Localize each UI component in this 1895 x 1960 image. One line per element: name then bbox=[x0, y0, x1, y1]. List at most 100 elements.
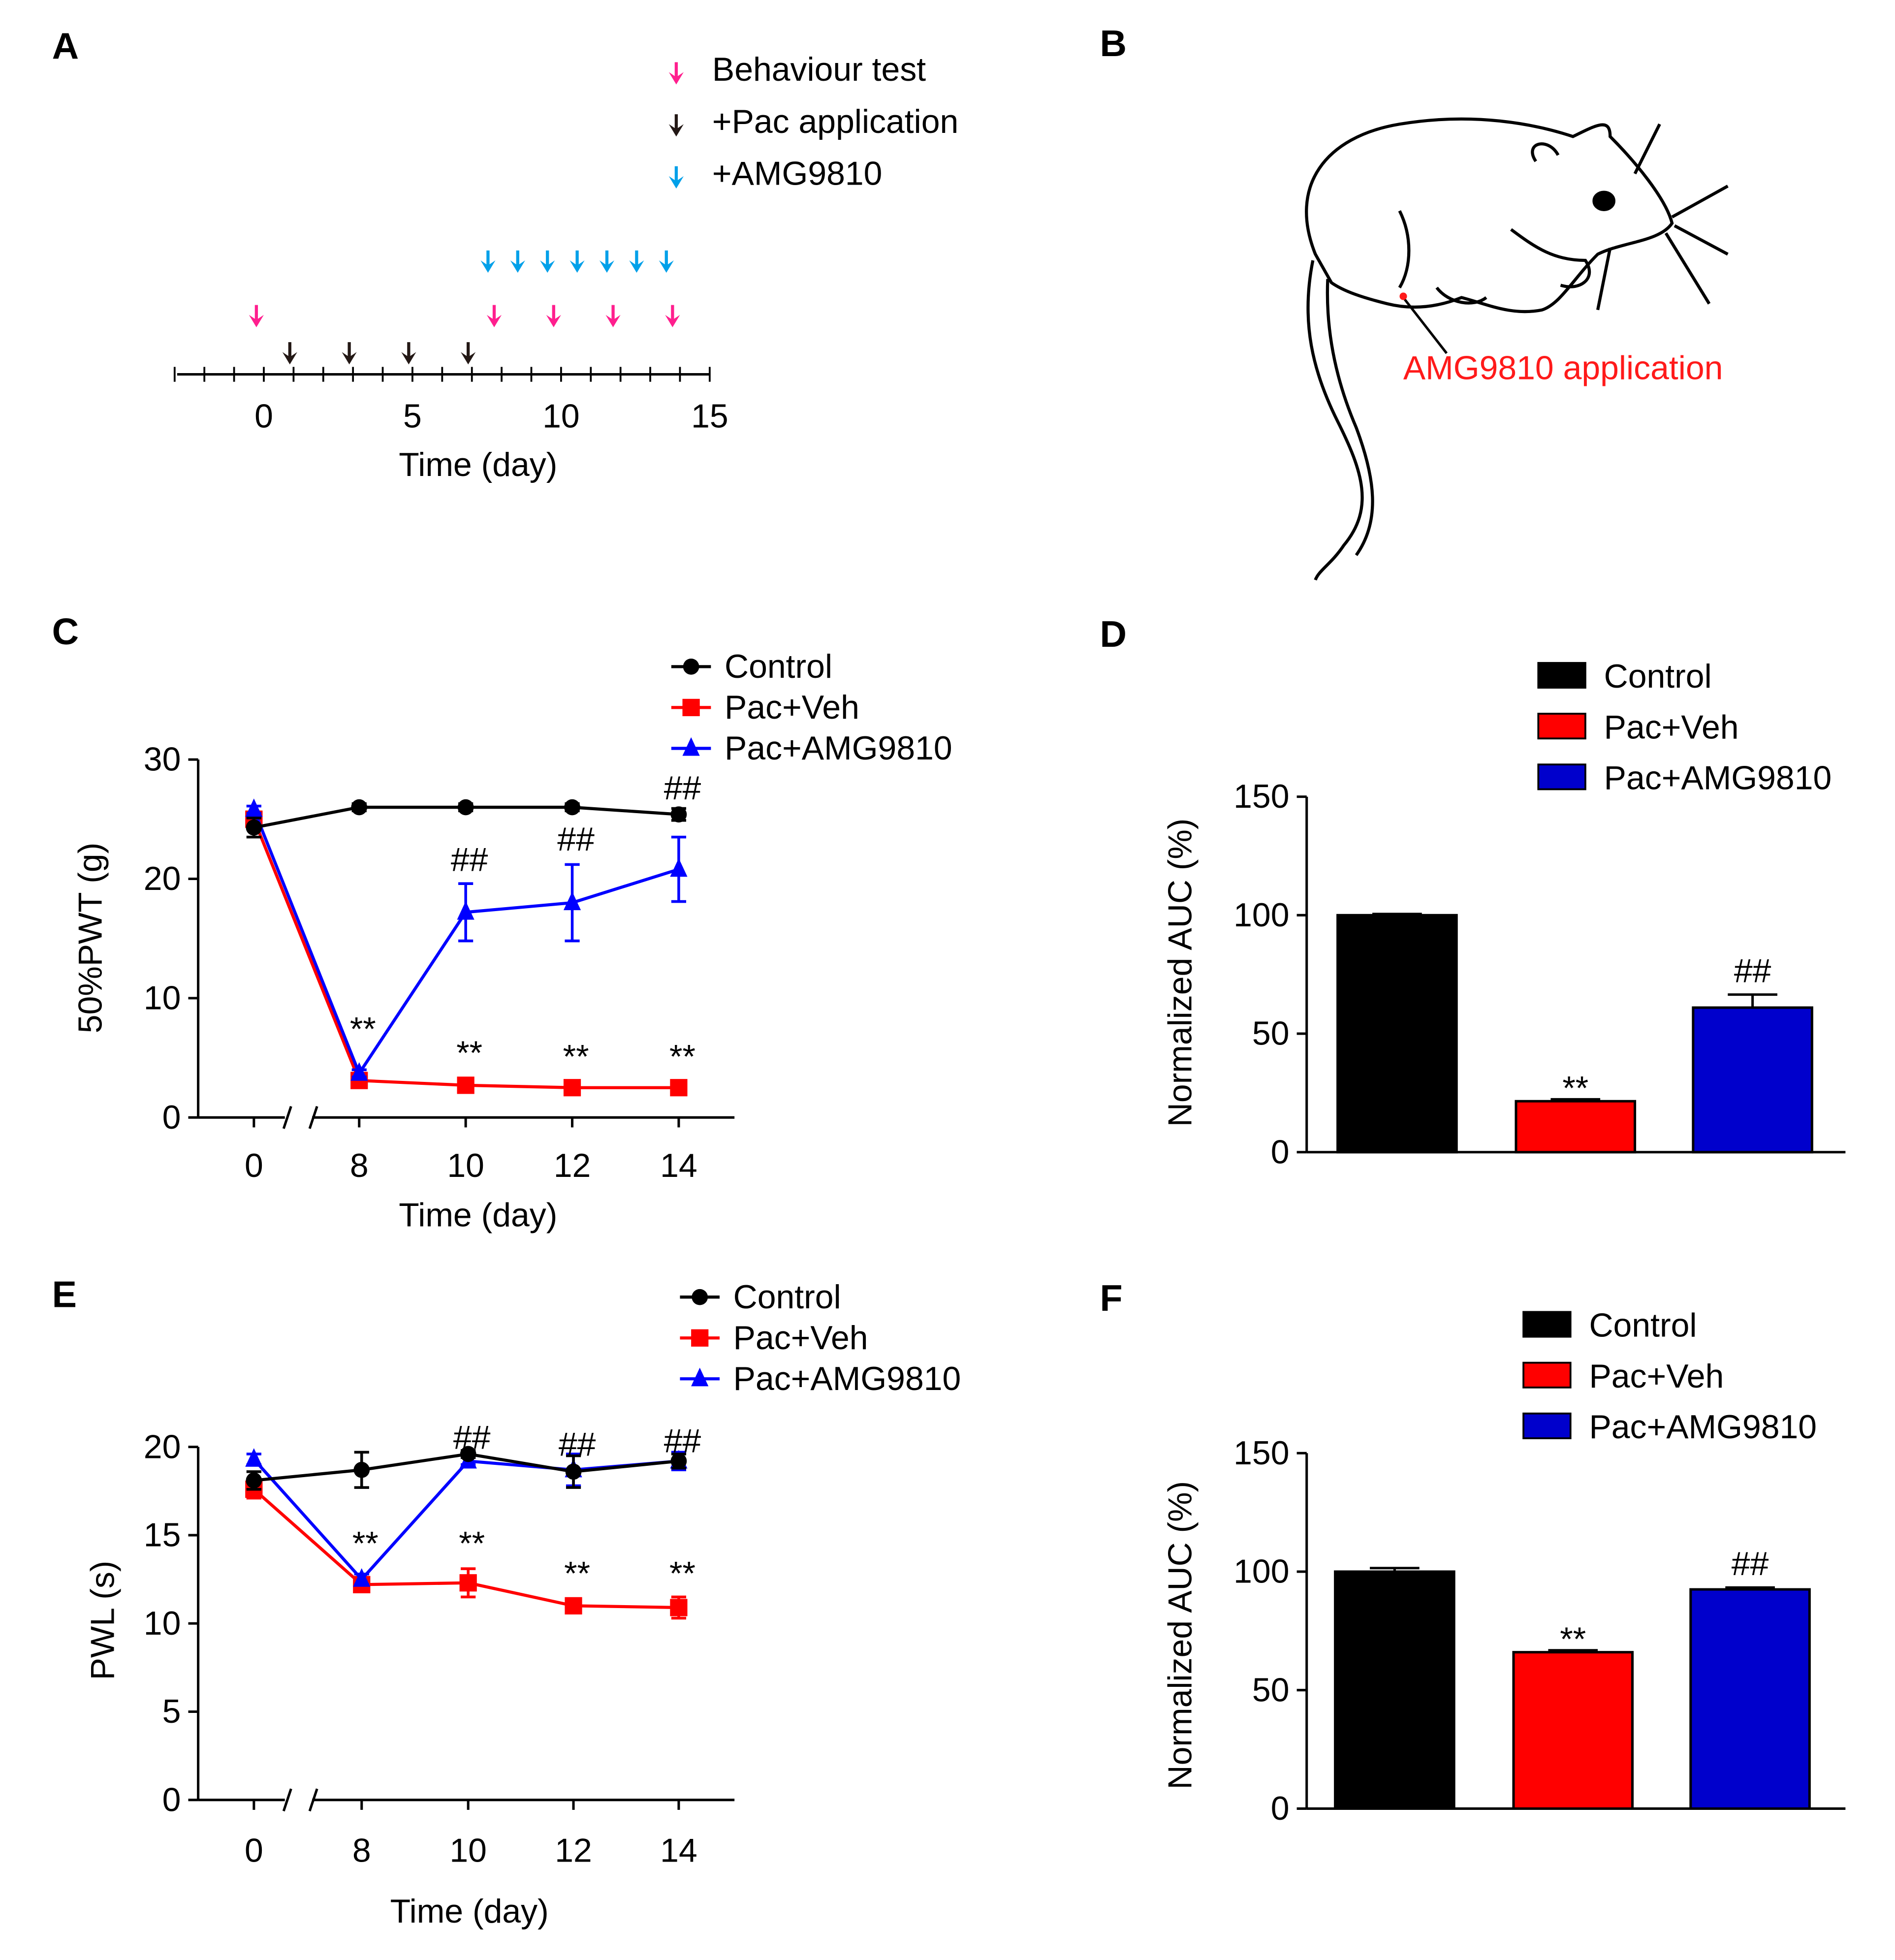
amg9810-application-label: AMG9810 application bbox=[1403, 349, 1723, 387]
series-pac-amg9810 bbox=[245, 1448, 688, 1587]
pac-application-arrow-icon bbox=[342, 342, 357, 365]
behaviour-test-arrow-icon bbox=[249, 305, 264, 327]
arrow-head bbox=[668, 72, 684, 85]
amg9810-arrow-icon bbox=[540, 250, 555, 273]
significance-annotation: ** bbox=[1560, 1620, 1586, 1658]
legend-swatch-icon bbox=[1522, 1361, 1572, 1389]
y-tick-label: 0 bbox=[162, 1099, 181, 1136]
behaviour-test-arrow-icon bbox=[665, 305, 680, 327]
data-point bbox=[457, 901, 474, 920]
series-control bbox=[246, 799, 687, 839]
legend-label: +Pac application bbox=[712, 103, 958, 140]
arrow-head bbox=[605, 315, 621, 327]
x-tick-label: 12 bbox=[554, 1147, 591, 1184]
legend-swatch-icon bbox=[1522, 1412, 1572, 1439]
legend-swatch-icon bbox=[1537, 763, 1586, 790]
legend-label: Pac+Veh bbox=[733, 1319, 868, 1357]
significance-annotation: ## bbox=[664, 1422, 701, 1459]
timeline-tick-label: 5 bbox=[403, 398, 422, 435]
pac-application-arrow-icon bbox=[282, 342, 297, 365]
legend-marker-icon bbox=[683, 659, 699, 675]
legend-label: Pac+Veh bbox=[725, 689, 859, 726]
arrow-head bbox=[480, 260, 496, 273]
data-point bbox=[460, 1446, 476, 1462]
legend-label: Pac+Veh bbox=[1604, 708, 1739, 746]
x-tick-label: 0 bbox=[245, 1147, 263, 1184]
arrow-head bbox=[629, 260, 644, 273]
significance-annotation: ** bbox=[564, 1554, 590, 1592]
error-bar bbox=[1728, 993, 1777, 1008]
legend-arrow-icon bbox=[668, 166, 684, 189]
legend-swatch-icon bbox=[1537, 662, 1586, 689]
arrow-head bbox=[461, 352, 476, 365]
significance-annotation: ** bbox=[563, 1038, 589, 1075]
y-tick-label: 20 bbox=[144, 1428, 181, 1465]
legend-arrow-icon bbox=[668, 114, 684, 137]
y-tick-label: 20 bbox=[144, 860, 181, 897]
x-tick-label: 10 bbox=[449, 1832, 487, 1869]
significance-annotation: ## bbox=[451, 841, 488, 878]
significance-annotation: ## bbox=[1734, 952, 1771, 989]
arrow-head bbox=[668, 176, 684, 189]
arrow-head bbox=[401, 352, 416, 365]
legend-swatch-icon bbox=[1522, 1311, 1572, 1338]
data-point bbox=[245, 798, 263, 818]
amg9810-arrow-icon bbox=[480, 250, 496, 273]
data-point bbox=[563, 891, 581, 911]
bar-pac-amg9810 bbox=[1689, 1588, 1811, 1810]
data-point bbox=[565, 1463, 582, 1480]
axis-break bbox=[308, 1106, 318, 1129]
y-tick-label: 10 bbox=[144, 1605, 181, 1642]
series-pac-amg9810 bbox=[245, 798, 688, 1081]
bar-control bbox=[1336, 914, 1458, 1154]
y-tick-label: 30 bbox=[144, 741, 181, 778]
y-axis-label: 50%PWT (g) bbox=[71, 843, 109, 1034]
series-control bbox=[246, 1446, 687, 1491]
significance-annotation: ## bbox=[453, 1419, 491, 1456]
significance-annotation: ## bbox=[557, 821, 595, 858]
arrow-head bbox=[668, 124, 684, 137]
legend-label: Pac+AMG9810 bbox=[725, 729, 952, 767]
y-tick-label: 10 bbox=[144, 980, 181, 1017]
arrow-head bbox=[249, 315, 264, 327]
data-point bbox=[350, 1062, 368, 1081]
data-point bbox=[459, 1574, 477, 1592]
amg9810-arrow-icon bbox=[659, 250, 674, 273]
y-tick-label: 100 bbox=[1233, 896, 1289, 934]
significance-annotation: ** bbox=[669, 1554, 695, 1592]
significance-annotation: ** bbox=[669, 1038, 695, 1075]
pac-application-arrow-icon bbox=[401, 342, 416, 365]
arrow-head bbox=[599, 260, 615, 273]
data-point bbox=[670, 806, 687, 822]
significance-annotation: ## bbox=[559, 1426, 596, 1463]
chart-d-auc: 0 50 100 150 Normalized AUC (%) ** ## Control Pa… bbox=[1162, 658, 1846, 1170]
x-tick-label: 0 bbox=[245, 1832, 263, 1869]
timeline-xlabel: Time (day) bbox=[399, 446, 557, 483]
application-site-dot bbox=[1399, 292, 1407, 300]
bar-pac-veh bbox=[1515, 1100, 1637, 1154]
legend-label: Pac+AMG9810 bbox=[1589, 1408, 1817, 1446]
chart-e-pwl: 0 5 10 15 20 0 8 10 12 14 Time (day) PWL (s) ** ** ** *… bbox=[84, 1278, 961, 1930]
legend-marker-icon bbox=[692, 1289, 708, 1305]
arrow-head bbox=[546, 315, 561, 327]
mouse-illustration: AMG9810 application bbox=[1305, 117, 1729, 581]
chart-f-auc: 0 50 100 150 Normalized AUC (%) ** ## Control Pa… bbox=[1162, 1307, 1846, 1827]
y-tick-label: 150 bbox=[1233, 778, 1289, 815]
data-point bbox=[353, 1568, 371, 1587]
legend-label: Pac+AMG9810 bbox=[733, 1360, 961, 1397]
data-point bbox=[670, 858, 688, 877]
significance-annotation: ## bbox=[1732, 1545, 1769, 1582]
behaviour-test-arrow-icon bbox=[546, 305, 561, 327]
legend-arrow-icon bbox=[668, 62, 684, 85]
y-axis-label: Normalized AUC (%) bbox=[1162, 819, 1199, 1127]
panel-label-a: A bbox=[52, 25, 79, 66]
y-axis-label: Normalized AUC (%) bbox=[1162, 1481, 1199, 1790]
timeline-tick-label: 15 bbox=[691, 398, 728, 435]
legend-label: +AMG9810 bbox=[712, 155, 883, 192]
bar-pac-amg9810 bbox=[1692, 1006, 1813, 1154]
arrow-head bbox=[342, 352, 357, 365]
y-tick-label: 50 bbox=[1252, 1671, 1290, 1708]
legend-label: Control bbox=[725, 648, 832, 685]
legend-label: Behaviour test bbox=[712, 51, 926, 88]
legend-marker-icon bbox=[691, 1329, 709, 1347]
